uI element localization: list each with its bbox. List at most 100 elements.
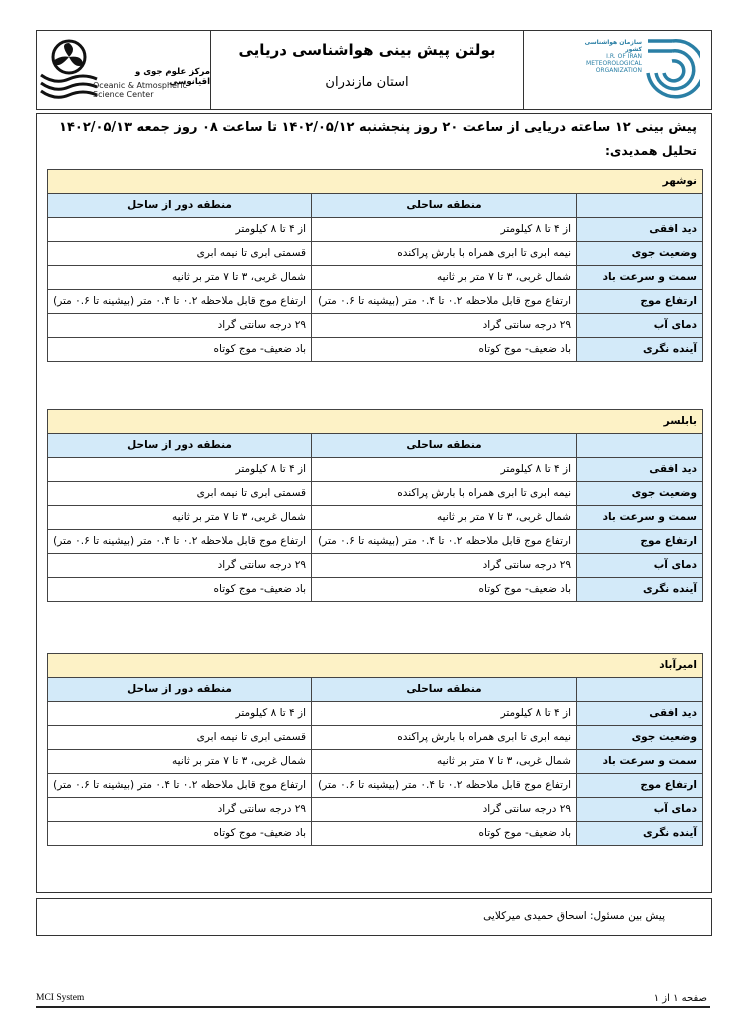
offshore-column-header: منطقه دور از ساحل <box>47 193 312 218</box>
table-row: دمای آب ۲۹ درجه سانتی گراد ۲۹ درجه سانتی… <box>47 313 703 338</box>
irimo-text-fa: سازمان هواشناسی کشور <box>584 39 642 53</box>
table-row: آینده نگری باد ضعیف- موج کوتاه باد ضعیف-… <box>47 577 703 602</box>
bulletin-header: مرکز علوم جوی و اقیانوسی Oceanic & Atmos… <box>36 30 712 110</box>
coastal-value: شمال غربی، ۳ تا ۷ متر بر ثانیه <box>311 505 577 530</box>
synoptic-analysis-label: تحلیل همدیدی: <box>604 143 697 158</box>
row-label: ارتفاع موج <box>576 773 703 798</box>
table-row: آینده نگری باد ضعیف- موج کوتاه باد ضعیف-… <box>47 821 703 846</box>
footer-page-number: صفحه ۱ از ۱ <box>653 993 707 1004</box>
row-label: آینده نگری <box>576 821 703 846</box>
row-label: وضعیت جوی <box>576 725 703 750</box>
table-row: دید افقی از ۴ تا ۸ کیلومتر از ۴ تا ۸ کیل… <box>47 217 703 242</box>
coastal-value: ارتفاع موج قابل ملاحظه ۰.۲ تا ۰.۴ متر (ب… <box>311 773 577 798</box>
forecaster-box: پیش بین مسئول: اسحاق حمیدی میرکلایی <box>36 898 712 936</box>
offshore-value: از ۴ تا ۸ کیلومتر <box>47 701 312 726</box>
row-label: دید افقی <box>576 457 703 482</box>
offshore-value: باد ضعیف- موج کوتاه <box>47 821 312 846</box>
row-label: وضعیت جوی <box>576 241 703 266</box>
coastal-value: شمال غربی، ۳ تا ۷ متر بر ثانیه <box>311 749 577 774</box>
station-name: نوشهر <box>47 169 703 194</box>
offshore-value: ارتفاع موج قابل ملاحظه ۰.۲ تا ۰.۴ متر (ب… <box>47 289 312 314</box>
station-table: بابلسر منطقه ساحلی منطقه دور از ساحل دید… <box>47 409 703 602</box>
footer-divider <box>36 1006 710 1008</box>
coastal-column-header: منطقه ساحلی <box>311 433 577 458</box>
row-label: سمت و سرعت باد <box>576 265 703 290</box>
table-row: دید افقی از ۴ تا ۸ کیلومتر از ۴ تا ۸ کیل… <box>47 457 703 482</box>
logo-text-en: Oceanic & Atmospheric Science Center <box>93 81 187 99</box>
irimo-logo-text: سازمان هواشناسی کشور I.R. OF IRAN METEOR… <box>576 39 642 74</box>
offshore-value: ۲۹ درجه سانتی گراد <box>47 797 312 822</box>
table-row: سمت و سرعت باد شمال غربی، ۳ تا ۷ متر بر … <box>47 505 703 530</box>
row-label: ارتفاع موج <box>576 289 703 314</box>
coastal-value: نیمه ابری تا ابری همراه با بارش پراکنده <box>311 241 577 266</box>
offshore-value: شمال غربی، ۳ تا ۷ متر بر ثانیه <box>47 505 312 530</box>
table-row: ارتفاع موج ارتفاع موج قابل ملاحظه ۰.۲ تا… <box>47 289 703 314</box>
row-label: دید افقی <box>576 217 703 242</box>
station-name-row: نوشهر <box>47 169 703 194</box>
station-name-row: بابلسر <box>47 409 703 434</box>
offshore-value: شمال غربی، ۳ تا ۷ متر بر ثانیه <box>47 265 312 290</box>
column-header-row: منطقه ساحلی منطقه دور از ساحل <box>47 677 703 702</box>
table-row: سمت و سرعت باد شمال غربی، ۳ تا ۷ متر بر … <box>47 265 703 290</box>
offshore-value: شمال غربی، ۳ تا ۷ متر بر ثانیه <box>47 749 312 774</box>
coastal-value: باد ضعیف- موج کوتاه <box>311 337 577 362</box>
coastal-column-header: منطقه ساحلی <box>311 193 577 218</box>
logo-text-fa: مرکز علوم جوی و اقیانوسی <box>134 67 210 87</box>
offshore-value: قسمتی ابری تا نیمه ابری <box>47 481 312 506</box>
irimo-text-en-1: I.R. OF IRAN <box>606 53 642 60</box>
table-row: سمت و سرعت باد شمال غربی، ۳ تا ۷ متر بر … <box>47 749 703 774</box>
row-label: دمای آب <box>576 313 703 338</box>
station-table: امیرآباد منطقه ساحلی منطقه دور از ساحل د… <box>47 653 703 846</box>
irimo-text-en-2: METEOROLOGICAL <box>586 60 642 67</box>
coastal-value: نیمه ابری تا ابری همراه با بارش پراکنده <box>311 481 577 506</box>
coastal-value: باد ضعیف- موج کوتاه <box>311 821 577 846</box>
irimo-spiral-icon <box>646 39 700 99</box>
offshore-value: باد ضعیف- موج کوتاه <box>47 577 312 602</box>
offshore-value: قسمتی ابری تا نیمه ابری <box>47 725 312 750</box>
footer-system: MCI System <box>36 993 85 1003</box>
forecaster-name: پیش بین مسئول: اسحاق حمیدی میرکلایی <box>483 910 665 922</box>
coastal-value: از ۴ تا ۸ کیلومتر <box>311 217 577 242</box>
table-row: ارتفاع موج ارتفاع موج قابل ملاحظه ۰.۲ تا… <box>47 773 703 798</box>
coastal-value: ارتفاع موج قابل ملاحظه ۰.۲ تا ۰.۴ متر (ب… <box>311 529 577 554</box>
column-header-row: منطقه ساحلی منطقه دور از ساحل <box>47 433 703 458</box>
row-label: ارتفاع موج <box>576 529 703 554</box>
irimo-logo: سازمان هواشناسی کشور I.R. OF IRAN METEOR… <box>524 31 711 109</box>
row-label: دمای آب <box>576 553 703 578</box>
coastal-value: شمال غربی، ۳ تا ۷ متر بر ثانیه <box>311 265 577 290</box>
station-name: امیرآباد <box>47 653 703 678</box>
row-label: آینده نگری <box>576 577 703 602</box>
coastal-value: ۲۹ درجه سانتی گراد <box>311 797 577 822</box>
table-row: دمای آب ۲۹ درجه سانتی گراد ۲۹ درجه سانتی… <box>47 553 703 578</box>
coastal-column-header: منطقه ساحلی <box>311 677 577 702</box>
logo-text-en-1: Oceanic & Atmospheric <box>93 81 187 90</box>
forecast-title: پیش بینی ۱۲ ساعته دریایی از ساعت ۲۰ روز … <box>59 120 697 135</box>
bulletin-title: بولتن پیش بینی هواشناسی دریایی <box>238 41 496 59</box>
offshore-value: از ۴ تا ۸ کیلومتر <box>47 217 312 242</box>
offshore-value: باد ضعیف- موج کوتاه <box>47 337 312 362</box>
forecast-content-box: پیش بینی ۱۲ ساعته دریایی از ساعت ۲۰ روز … <box>36 113 712 893</box>
coastal-value: از ۴ تا ۸ کیلومتر <box>311 457 577 482</box>
station-table: نوشهر منطقه ساحلی منطقه دور از ساحل دید … <box>47 169 703 362</box>
coastal-value: نیمه ابری تا ابری همراه با بارش پراکنده <box>311 725 577 750</box>
table-row: دمای آب ۲۹ درجه سانتی گراد ۲۹ درجه سانتی… <box>47 797 703 822</box>
ocean-atmospheric-center-logo: مرکز علوم جوی و اقیانوسی Oceanic & Atmos… <box>37 31 211 109</box>
irimo-text-en-3: ORGANIZATION <box>595 67 642 74</box>
column-header-row: منطقه ساحلی منطقه دور از ساحل <box>47 193 703 218</box>
row-label: سمت و سرعت باد <box>576 505 703 530</box>
offshore-value: ۲۹ درجه سانتی گراد <box>47 313 312 338</box>
table-row: آینده نگری باد ضعیف- موج کوتاه باد ضعیف-… <box>47 337 703 362</box>
station-name: بابلسر <box>47 409 703 434</box>
coastal-value: ارتفاع موج قابل ملاحظه ۰.۲ تا ۰.۴ متر (ب… <box>311 289 577 314</box>
offshore-value: قسمتی ابری تا نیمه ابری <box>47 241 312 266</box>
offshore-value: ارتفاع موج قابل ملاحظه ۰.۲ تا ۰.۴ متر (ب… <box>47 773 312 798</box>
coastal-value: ۲۹ درجه سانتی گراد <box>311 313 577 338</box>
coastal-value: از ۴ تا ۸ کیلومتر <box>311 701 577 726</box>
province-name: استان مازندران <box>325 75 409 90</box>
label-column-header <box>576 677 703 702</box>
logo-text-en-2: Science Center <box>93 90 154 99</box>
table-row: وضعیت جوی نیمه ابری تا ابری همراه با بار… <box>47 725 703 750</box>
label-column-header <box>576 193 703 218</box>
ocean-center-emblem-icon <box>40 39 98 99</box>
offshore-value: ارتفاع موج قابل ملاحظه ۰.۲ تا ۰.۴ متر (ب… <box>47 529 312 554</box>
